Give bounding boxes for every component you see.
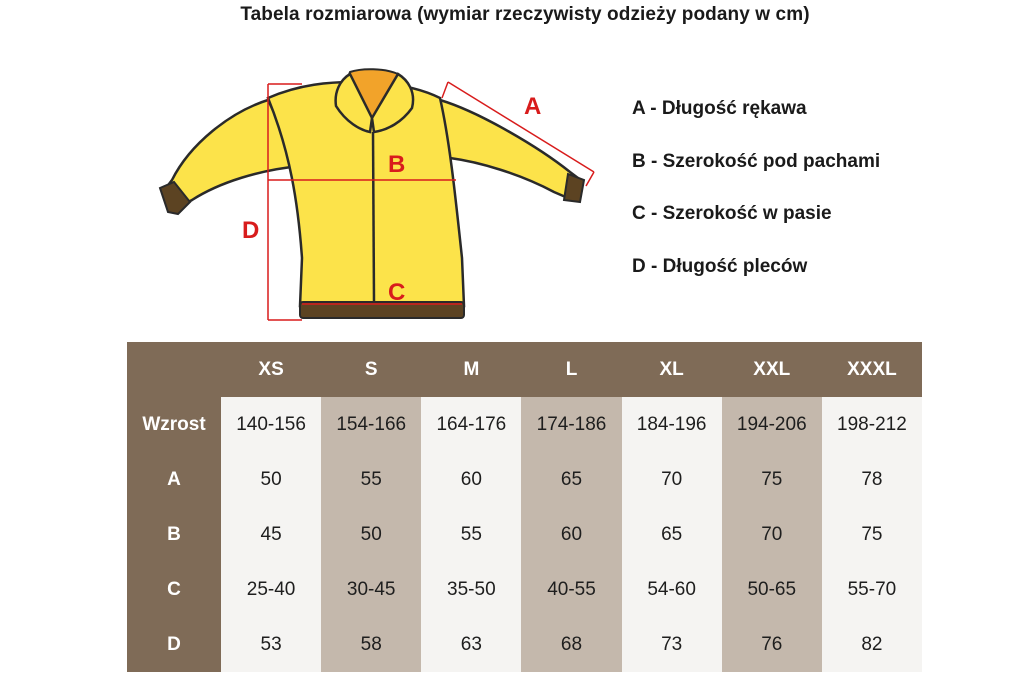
size-header-l: L (521, 342, 622, 397)
size-header-xxl: XXL (721, 342, 822, 397)
label-d: D (242, 217, 259, 244)
size-header-s: S (321, 342, 422, 397)
table-cell: 70 (721, 507, 822, 562)
table-cell: 73 (621, 617, 722, 672)
table-row: Wzrost 140-156 154-166 164-176 174-186 1… (127, 397, 922, 452)
table-cell: 55-70 (821, 562, 922, 617)
table-cell: 54-60 (621, 562, 722, 617)
table-cell: 65 (521, 452, 622, 507)
size-header-xs: XS (221, 342, 322, 397)
table-cell: 50 (221, 452, 322, 507)
legend-item-a: A - Długość rękawa (632, 98, 807, 119)
jacket-diagram: A B C D (158, 68, 595, 321)
table-cell: 76 (721, 617, 822, 672)
table-row: C 25-40 30-45 35-50 40-55 54-60 50-65 55… (127, 562, 922, 617)
table-cell: 63 (421, 617, 522, 672)
collar-right (370, 72, 415, 134)
size-table: XS S M L XL XXL XXXL Wzrost 140-156 154-… (127, 342, 922, 672)
table-cell: 154-166 (321, 397, 422, 452)
table-cell: 68 (521, 617, 622, 672)
table-cell: 140-156 (221, 397, 322, 452)
label-c: C (388, 279, 405, 306)
table-row: D 53 58 63 68 73 76 82 (127, 617, 922, 672)
header-corner (127, 342, 221, 397)
row-label-c: C (127, 562, 221, 617)
table-cell: 55 (421, 507, 522, 562)
row-label-d: D (127, 617, 221, 672)
measurement-legend: A - Długość rękawa B - Szerokość pod pac… (632, 96, 880, 306)
table-row: B 45 50 55 60 65 70 75 (127, 507, 922, 562)
table-cell: 65 (621, 507, 722, 562)
label-b: B (388, 151, 405, 178)
table-cell: 164-176 (421, 397, 522, 452)
row-label-wzrost: Wzrost (127, 397, 221, 452)
zipper (371, 131, 376, 303)
table-cell: 82 (821, 617, 922, 672)
table-cell: 70 (621, 452, 722, 507)
page-title: Tabela rozmiarowa (wymiar rzeczywisty od… (240, 4, 810, 25)
waistband (299, 301, 465, 319)
legend-item-d: D - Długość pleców (632, 255, 808, 277)
left-cuff (158, 180, 192, 216)
table-cell: 78 (821, 452, 922, 507)
table-cell: 25-40 (221, 562, 322, 617)
table-cell: 75 (821, 507, 922, 562)
table-cell: 45 (221, 507, 322, 562)
table-cell: 50 (321, 507, 422, 562)
size-header-xl: XL (621, 342, 722, 397)
table-cell: 40-55 (521, 562, 622, 617)
legend-item-c: C - Szerokość w pasie (632, 203, 832, 224)
measure-line-a (447, 81, 595, 173)
table-cell: 174-186 (521, 397, 622, 452)
row-label-a: A (127, 452, 221, 507)
table-cell: 75 (721, 452, 822, 507)
label-a: A (524, 93, 541, 120)
table-cell: 35-50 (421, 562, 522, 617)
size-header-xxxl: XXXL (821, 342, 922, 397)
table-cell: 194-206 (721, 397, 822, 452)
table-cell: 53 (221, 617, 322, 672)
table-cell: 58 (321, 617, 422, 672)
table-cell: 184-196 (621, 397, 722, 452)
collar-left (334, 72, 374, 134)
row-label-b: B (127, 507, 221, 562)
right-cuff (562, 172, 586, 204)
size-header-m: M (421, 342, 522, 397)
table-cell: 60 (521, 507, 622, 562)
legend-item-b: B - Szerokość pod pachami (632, 150, 881, 172)
table-row: A 50 55 60 65 70 75 78 (127, 452, 922, 507)
size-header-row: XS S M L XL XXL XXXL (127, 342, 922, 397)
table-cell: 50-65 (721, 562, 822, 617)
table-cell: 198-212 (821, 397, 922, 452)
table-cell: 55 (321, 452, 422, 507)
table-cell: 60 (421, 452, 522, 507)
table-cell: 30-45 (321, 562, 422, 617)
